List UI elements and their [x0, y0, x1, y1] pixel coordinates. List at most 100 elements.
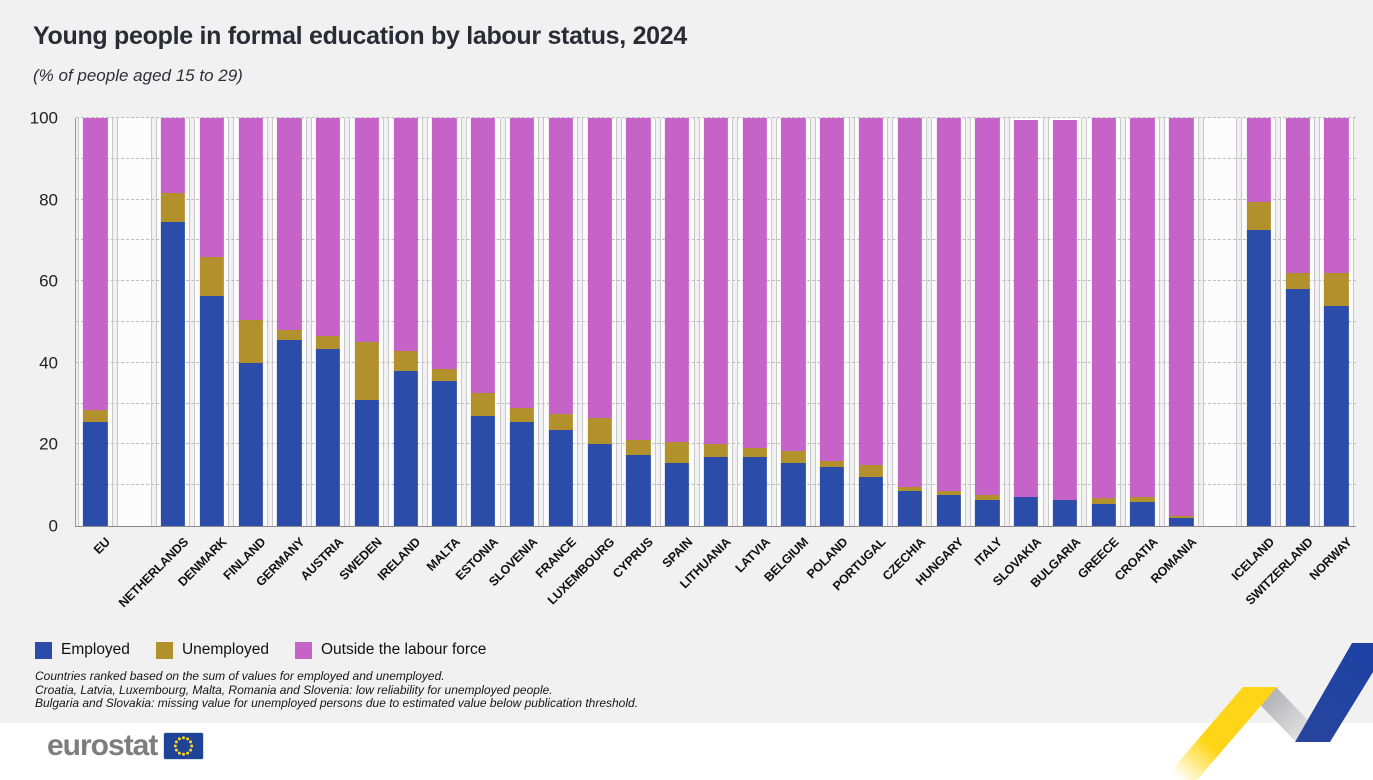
segment-outside	[509, 118, 535, 408]
y-tick-label-100: 100	[29, 108, 58, 128]
bar-sweden	[354, 118, 379, 526]
segment-outside	[1285, 118, 1310, 274]
band-malta: MALTA	[424, 118, 462, 574]
bar-spain	[664, 118, 690, 526]
segment-employed	[160, 222, 186, 526]
band-estonia: ESTONIA	[453, 118, 501, 583]
segment-unemployed	[548, 413, 573, 431]
segment-unemployed	[626, 440, 651, 455]
band-eu: EU	[78, 118, 113, 557]
segment-unemployed	[277, 330, 302, 341]
segment-unemployed	[354, 342, 379, 400]
segment-employed	[820, 466, 845, 526]
segment-outside	[160, 117, 186, 194]
segment-unemployed	[1285, 273, 1310, 290]
bar-eu	[83, 118, 108, 526]
band-switzerland: SWITZERLAND	[1243, 118, 1316, 608]
segment-employed	[1091, 503, 1116, 526]
band-ireland: IRELAND	[375, 118, 424, 583]
segment-outside	[936, 118, 961, 492]
bar-austria	[315, 118, 341, 526]
segment-outside	[83, 118, 108, 410]
footnote-line-3: Bulgaria and Slovakia: missing value for…	[35, 696, 639, 710]
band-belgium: BELGIUM	[762, 118, 811, 585]
band-iceland: ICELAND	[1229, 118, 1277, 583]
segment-unemployed	[160, 193, 186, 222]
eurostat-logo-text: eurostat	[47, 729, 158, 762]
bar-france	[548, 118, 573, 526]
segment-employed	[664, 462, 690, 526]
bar-portugal	[858, 118, 884, 526]
country-label-italy: ITALY	[971, 535, 1006, 569]
country-label-luxembourg: LUXEMBOURG	[545, 535, 618, 608]
eurostat-logo: eurostat	[47, 729, 205, 762]
band-slovakia: SLOVAKIA	[990, 118, 1044, 589]
band-hungary: HUNGARY	[913, 118, 966, 588]
bar-slovakia	[1014, 120, 1039, 526]
bar-italy	[975, 118, 1000, 526]
segment-employed	[199, 295, 224, 526]
segment-unemployed	[1091, 497, 1116, 504]
segment-unemployed	[664, 442, 690, 463]
segment-employed	[354, 399, 379, 526]
segment-employed	[83, 422, 108, 526]
segment-unemployed	[975, 495, 1000, 500]
segment-outside	[1169, 118, 1194, 516]
band-norway: NORWAY	[1306, 118, 1354, 583]
segment-employed	[1169, 517, 1194, 526]
band-poland: POLAND	[804, 118, 850, 581]
segment-outside	[781, 118, 806, 451]
segment-unemployed	[742, 448, 767, 457]
band-czechia: CZECHIA	[880, 118, 928, 583]
segment-unemployed	[238, 320, 263, 363]
segment-unemployed	[820, 460, 845, 467]
legend: Employed Unemployed Outside the labour f…	[35, 641, 486, 659]
band-latvia: LATVIA	[732, 117, 773, 575]
band-romania: ROMANIA	[1148, 118, 1199, 586]
band-luxembourg: LUXEMBOURG	[545, 118, 617, 607]
segment-outside	[703, 118, 729, 445]
chart-title: Young people in formal education by labo…	[33, 22, 687, 50]
segment-unemployed	[587, 417, 612, 445]
segment-unemployed	[781, 450, 806, 463]
country-label-switzerland: SWITZERLAND	[1242, 535, 1316, 608]
bar-bulgaria	[1052, 120, 1078, 526]
segment-outside	[471, 118, 496, 394]
segment-outside	[664, 118, 690, 443]
country-label-netherlands: NETHERLANDS	[115, 535, 191, 611]
segment-employed	[315, 348, 341, 526]
bar-latvia	[742, 117, 767, 526]
segment-employed	[509, 422, 535, 526]
segment-unemployed	[897, 487, 922, 492]
footer-bar: eurostat	[0, 723, 1373, 780]
segment-outside	[820, 118, 845, 461]
segment-employed	[1285, 289, 1310, 526]
footnotes: Countries ranked based on the sum of val…	[35, 669, 639, 711]
segment-outside	[1091, 118, 1116, 498]
bar-ireland	[393, 118, 418, 526]
segment-unemployed	[858, 464, 884, 477]
segment-unemployed	[1169, 515, 1194, 518]
segment-outside	[315, 118, 341, 337]
bar-denmark	[199, 118, 224, 526]
bar-greece	[1091, 118, 1116, 526]
y-axis: 0 20 40 60 80 100	[0, 110, 68, 535]
y-tick-label-20: 20	[39, 434, 58, 454]
segment-employed	[393, 371, 418, 526]
band-cyprus: CYPRUS	[610, 118, 656, 581]
segment-employed	[781, 462, 806, 526]
bar-poland	[820, 118, 845, 526]
segment-employed	[1014, 497, 1039, 526]
segment-employed	[626, 454, 651, 526]
bar-hungary	[936, 118, 961, 526]
segment-outside	[393, 118, 418, 351]
segment-employed	[975, 499, 1000, 526]
segment-unemployed	[83, 409, 108, 422]
band-sweden: SWEDEN	[337, 118, 385, 583]
plot-area: EU NETHERLANDS DENMARK FINLAND GERMANY AUSTRI…	[75, 117, 1356, 610]
country-label-cyprus: CYPRUS	[610, 535, 657, 581]
band-france: FRANCE	[533, 118, 579, 581]
band-spain: SPAIN	[659, 118, 695, 571]
country-label-spain: SPAIN	[659, 535, 696, 571]
segment-employed	[587, 444, 612, 526]
